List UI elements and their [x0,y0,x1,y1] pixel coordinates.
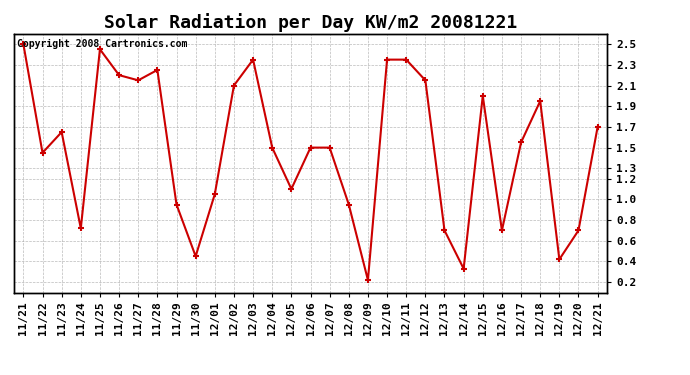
Title: Solar Radiation per Day KW/m2 20081221: Solar Radiation per Day KW/m2 20081221 [104,13,517,32]
Text: Copyright 2008 Cartronics.com: Copyright 2008 Cartronics.com [17,39,187,49]
